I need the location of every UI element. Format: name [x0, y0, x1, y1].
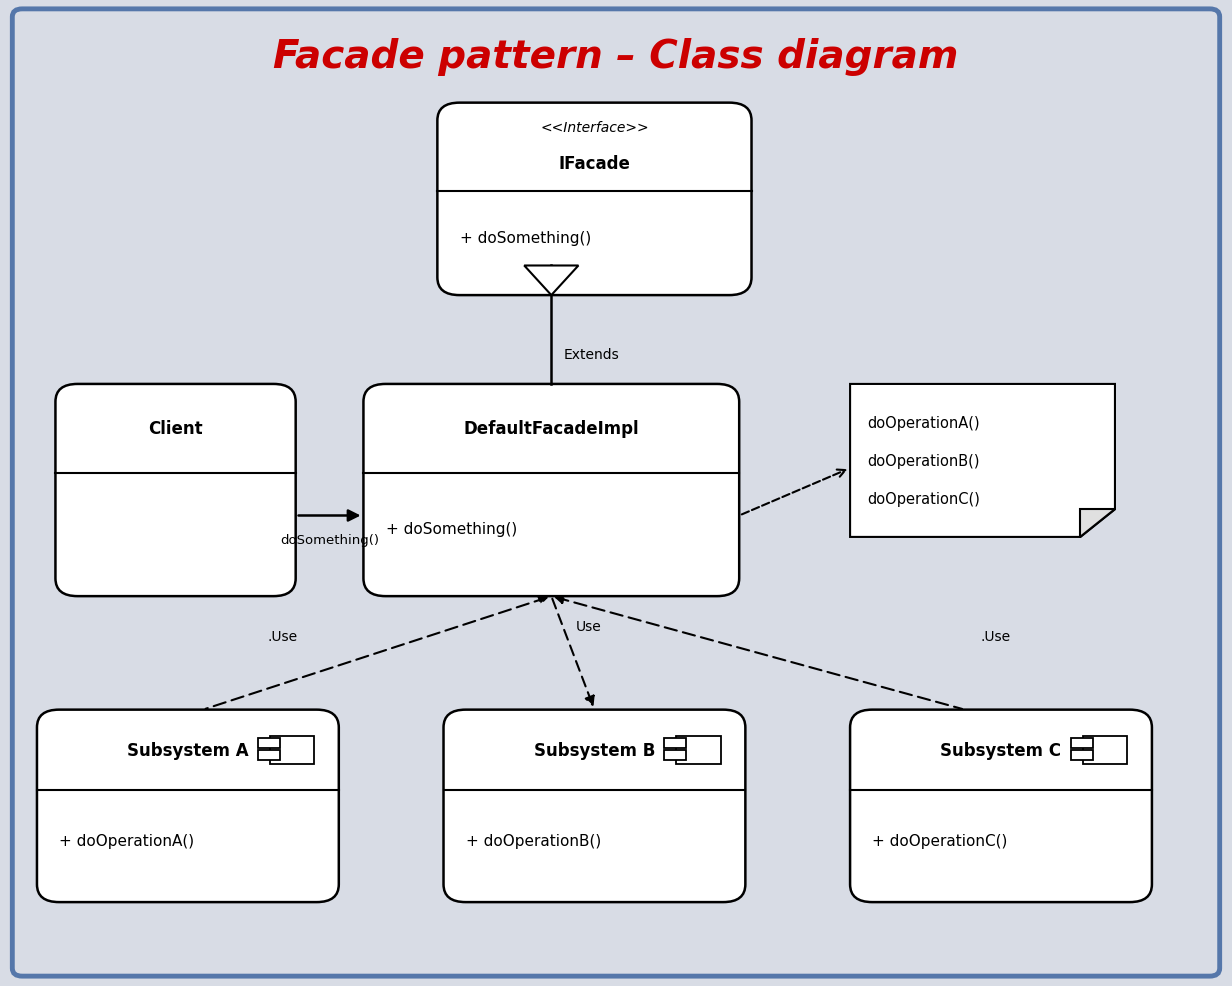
Polygon shape	[525, 266, 579, 296]
Polygon shape	[1080, 510, 1115, 537]
Text: Extends: Extends	[564, 348, 620, 362]
Bar	[1071, 739, 1093, 748]
Text: .Use: .Use	[269, 629, 298, 643]
Text: <<Interface>>: <<Interface>>	[540, 120, 649, 134]
FancyBboxPatch shape	[55, 385, 296, 597]
Text: + doSomething(): + doSomething()	[460, 231, 591, 246]
Text: doOperationC(): doOperationC()	[867, 492, 981, 507]
Text: Subsystem A: Subsystem A	[127, 741, 249, 759]
FancyBboxPatch shape	[37, 710, 339, 902]
Text: Facade pattern – Class diagram: Facade pattern – Class diagram	[274, 38, 958, 76]
FancyBboxPatch shape	[850, 710, 1152, 902]
Text: + doOperationB(): + doOperationB()	[466, 833, 601, 848]
Text: .Use: .Use	[981, 629, 1010, 643]
Bar	[257, 750, 280, 760]
Bar	[664, 739, 686, 748]
Bar	[1071, 750, 1093, 760]
Bar	[270, 737, 314, 764]
Polygon shape	[850, 385, 1115, 537]
Text: Subsystem C: Subsystem C	[940, 741, 1062, 759]
Bar	[1083, 737, 1127, 764]
Text: doOperationB(): doOperationB()	[867, 454, 979, 468]
Text: + doOperationA(): + doOperationA()	[59, 833, 195, 848]
Text: IFacade: IFacade	[558, 155, 631, 173]
Text: + doOperationC(): + doOperationC()	[872, 833, 1008, 848]
Text: doSomething(): doSomething()	[280, 533, 379, 546]
FancyBboxPatch shape	[444, 710, 745, 902]
FancyBboxPatch shape	[363, 385, 739, 597]
Bar	[257, 739, 280, 748]
Bar	[664, 750, 686, 760]
Text: Use: Use	[575, 619, 601, 633]
Text: doOperationA(): doOperationA()	[867, 415, 979, 430]
Text: DefaultFacadeImpl: DefaultFacadeImpl	[463, 420, 639, 438]
Bar	[676, 737, 721, 764]
FancyBboxPatch shape	[437, 104, 752, 296]
Text: Client: Client	[148, 420, 203, 438]
Text: Subsystem B: Subsystem B	[533, 741, 655, 759]
FancyBboxPatch shape	[12, 10, 1220, 976]
Text: + doSomething(): + doSomething()	[386, 522, 517, 536]
